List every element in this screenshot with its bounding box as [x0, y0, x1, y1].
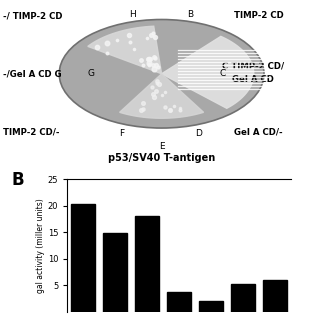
Text: D: D: [195, 129, 202, 138]
Text: TIMP-2 CD: TIMP-2 CD: [234, 11, 283, 20]
Circle shape: [59, 20, 264, 128]
Text: E: E: [159, 142, 164, 151]
Text: C: C: [219, 69, 226, 78]
Y-axis label: gal activity (miller units): gal activity (miller units): [36, 198, 45, 293]
Polygon shape: [120, 74, 204, 118]
Polygon shape: [162, 36, 254, 108]
Text: TIMP-2 CD/-: TIMP-2 CD/-: [3, 128, 60, 137]
Bar: [167, 292, 191, 312]
Text: -/Gel A CD G: -/Gel A CD G: [3, 69, 62, 78]
Text: Gel A CD/-: Gel A CD/-: [234, 128, 282, 137]
Text: H: H: [129, 10, 136, 19]
Text: p53/SV40 T-antigen: p53/SV40 T-antigen: [108, 153, 215, 163]
Bar: [135, 216, 159, 312]
Text: Gel A CD: Gel A CD: [232, 75, 274, 84]
Bar: [103, 233, 127, 312]
Text: B: B: [187, 10, 194, 19]
Bar: [263, 280, 287, 312]
Text: B: B: [11, 171, 24, 189]
Bar: [71, 204, 95, 312]
Bar: [231, 284, 255, 312]
Text: G: G: [88, 69, 95, 78]
Text: C TIMP-2 CD/: C TIMP-2 CD/: [222, 62, 284, 71]
Text: F: F: [119, 129, 124, 138]
Bar: [199, 301, 223, 312]
Text: -/ TIMP-2 CD: -/ TIMP-2 CD: [3, 11, 63, 20]
Polygon shape: [88, 26, 162, 74]
